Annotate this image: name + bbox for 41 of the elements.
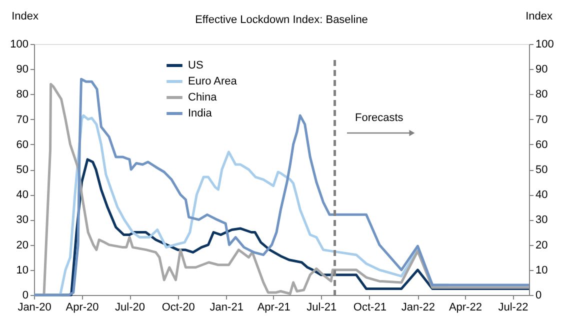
legend-label: China — [188, 92, 218, 104]
y-tick-label: 30 — [16, 214, 28, 226]
x-tick-label: Oct-21 — [353, 302, 386, 314]
y2-tick-label: 0 — [536, 290, 542, 302]
y-tick-label: 50 — [16, 164, 28, 176]
y2-tick-label: 60 — [536, 138, 548, 151]
y-tick-label: 60 — [16, 138, 28, 151]
legend-label: India — [188, 108, 213, 120]
y2-tick-label: 70 — [536, 114, 548, 126]
y2-tick-label: 90 — [536, 64, 548, 76]
y2-axis-title: Index — [526, 10, 553, 22]
y2-tick-label: 20 — [536, 239, 548, 252]
y-tick-label: 0 — [22, 290, 28, 302]
x-tick-label: Apr-22 — [448, 302, 482, 314]
y2-tick-label: 30 — [536, 214, 548, 226]
x-tick-label: Jul-20 — [115, 302, 146, 314]
y2-tick-label: 10 — [536, 264, 548, 276]
chart-title: Effective Lockdown Index: Baseline — [195, 14, 368, 26]
y2-tick-label: 50 — [536, 164, 548, 176]
y-tick-label: 80 — [16, 88, 28, 101]
y-tick-label: 100 — [10, 38, 28, 50]
x-tick-label: Jan-22 — [401, 302, 436, 314]
x-tick-label: Apr-20 — [66, 302, 99, 314]
x-tick-label: Jul-22 — [498, 302, 528, 314]
y2-tick-label: 40 — [536, 189, 548, 202]
x-tick-label: Jan-21 — [210, 302, 244, 314]
legend-label: US — [188, 60, 204, 72]
y-tick-label: 20 — [16, 239, 28, 252]
legend-label: Euro Area — [188, 76, 238, 88]
y2-tick-label: 80 — [536, 88, 548, 101]
y-axis-title: Index — [12, 10, 39, 22]
x-tick-label: Oct-20 — [162, 302, 195, 314]
x-tick-label: Jul-21 — [306, 302, 337, 314]
x-tick-label: Jan-20 — [18, 302, 52, 314]
y-tick-label: 10 — [16, 264, 28, 276]
y-tick-label: 90 — [16, 64, 28, 76]
annotation: Forecasts — [355, 112, 404, 124]
y-tick-label: 70 — [16, 114, 28, 126]
y2-tick-label: 100 — [536, 38, 554, 50]
x-tick-label: Apr-21 — [257, 302, 290, 314]
y-tick-label: 40 — [16, 189, 28, 202]
